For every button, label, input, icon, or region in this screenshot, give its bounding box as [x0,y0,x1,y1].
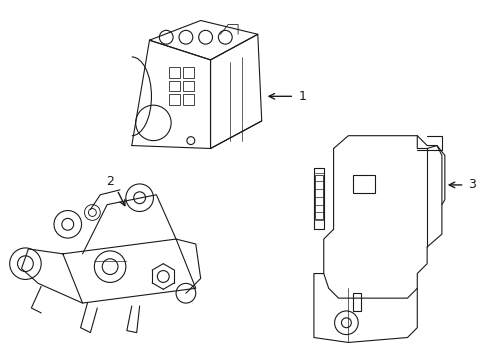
Bar [352,293,361,311]
Text: 1: 1 [299,90,306,103]
Text: 3: 3 [468,179,475,192]
Bar [183,81,193,91]
Bar [169,67,180,78]
Bar [183,67,193,78]
Bar [183,94,193,105]
Bar [352,175,374,193]
Text: 2: 2 [106,175,114,189]
Bar [169,81,180,91]
Bar [314,175,322,219]
Bar [169,94,180,105]
